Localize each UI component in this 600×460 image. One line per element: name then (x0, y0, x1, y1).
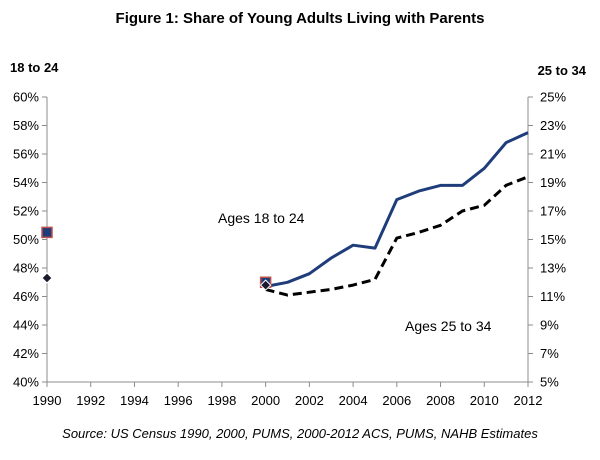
x-tick-label: 2004 (339, 393, 368, 408)
left-tick-label: 46% (13, 289, 39, 304)
x-tick-label: 1998 (207, 393, 236, 408)
left-tick-label: 58% (13, 118, 39, 133)
left-tick-label: 50% (13, 232, 39, 247)
right-tick-label: 19% (540, 175, 566, 190)
chart-title: Figure 1: Share of Young Adults Living w… (115, 10, 485, 27)
x-tick-label: 1992 (76, 393, 105, 408)
series-markers (41, 226, 272, 291)
series-label-25-34: Ages 25 to 34 (405, 318, 492, 334)
right-tick-label: 21% (540, 147, 566, 162)
left-tick-label: 56% (13, 147, 39, 162)
left-tick-label: 54% (13, 175, 39, 190)
x-tick-label: 2010 (470, 393, 499, 408)
left-axis-title: 18 to 24 (10, 60, 59, 75)
right-tick-label: 17% (540, 204, 566, 219)
right-axis-title: 25 to 34 (537, 63, 586, 78)
source-note: Source: US Census 1990, 2000, PUMS, 2000… (62, 426, 538, 441)
series-line-18-24 (265, 131, 529, 288)
x-tick-label: 1994 (120, 393, 149, 408)
x-tick-label: 2000 (251, 393, 280, 408)
right-tick-label: 23% (540, 118, 566, 133)
left-tick-label: 60% (13, 90, 39, 105)
right-tick-label: 13% (540, 261, 566, 276)
x-tick-label: 1996 (164, 393, 193, 408)
x-tick-label: 2008 (426, 393, 455, 408)
left-tick-label: 42% (13, 346, 39, 361)
left-tick-label: 40% (13, 375, 39, 390)
x-tick-label: 2002 (295, 393, 324, 408)
right-tick-label: 25% (540, 90, 566, 105)
axes (42, 96, 533, 387)
left-tick-label: 52% (13, 204, 39, 219)
tick-labels: 40% 42% 44% 46% 48% 50% 52% 54% 56% 58% 60% 5% 7% 9% 1… (13, 90, 566, 409)
left-tick-label: 44% (13, 318, 39, 333)
left-tick-label: 48% (13, 261, 39, 276)
series-label-18-24: Ages 18 to 24 (218, 210, 305, 226)
marker-diamond (41, 272, 53, 284)
right-tick-label: 9% (540, 318, 559, 333)
right-tick-label: 15% (540, 232, 566, 247)
marker-square (41, 226, 53, 239)
x-tick-label: 2012 (514, 393, 543, 408)
marker-diamond (259, 279, 272, 291)
series-line-25-34 (265, 175, 529, 297)
right-tick-label: 11% (540, 289, 565, 304)
right-tick-label: 7% (540, 346, 559, 361)
x-tick-label: 2006 (382, 393, 411, 408)
x-tick-label: 1990 (33, 393, 62, 408)
series-lines (265, 131, 529, 297)
right-tick-label: 5% (540, 375, 559, 390)
